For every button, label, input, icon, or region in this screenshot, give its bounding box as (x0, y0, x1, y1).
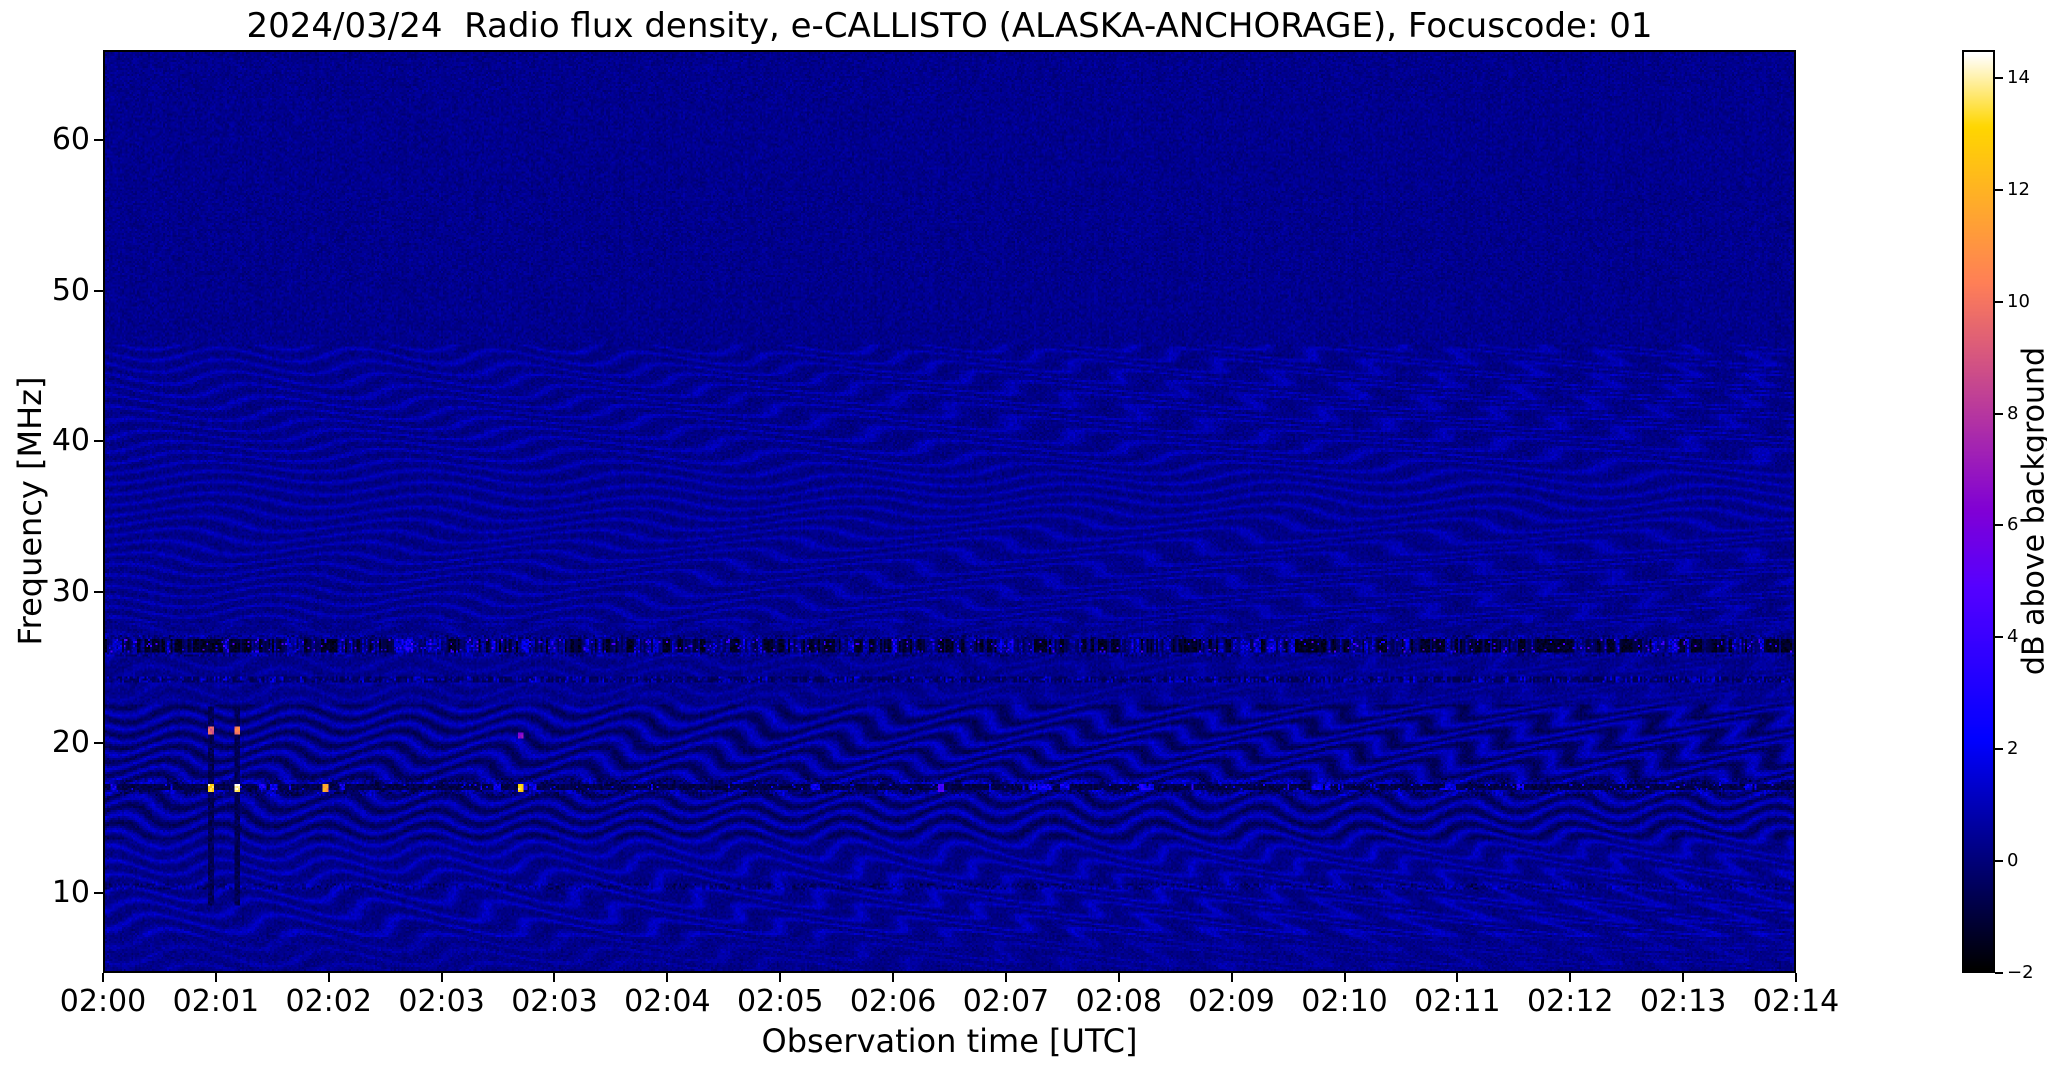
x-tick-label: 02:04 (624, 984, 711, 1019)
colorbar-tick-label: 0 (2007, 850, 2019, 872)
x-tick-label: 02:00 (59, 984, 147, 1019)
y-tick-mark (94, 591, 103, 594)
colorbar-label: dB above background (2016, 346, 2047, 676)
y-tick-mark (94, 139, 103, 142)
x-axis-label: Observation time [UTC] (761, 1022, 1138, 1060)
colorbar-tick-mark (1995, 300, 2003, 303)
x-tick-label: 02:09 (1188, 984, 1275, 1019)
x-tick-mark (1004, 973, 1007, 982)
colorbar-tick-mark (1995, 524, 2003, 527)
x-tick-label: 02:05 (736, 984, 824, 1019)
colorbar-tick-label: 8 (2007, 402, 2019, 424)
x-tick-mark (666, 973, 669, 982)
x-tick-label: 02:06 (849, 984, 937, 1019)
y-tick-label: 30 (51, 574, 90, 610)
colorbar-tick-label: 4 (2007, 626, 2019, 648)
x-tick-label: 02:07 (962, 984, 1050, 1019)
x-tick-label: 02:10 (1301, 984, 1388, 1019)
y-tick-label: 20 (51, 724, 90, 760)
colorbar-tick-mark (1995, 76, 2003, 79)
x-tick-label: 02:03 (511, 984, 598, 1019)
x-tick-mark (1343, 973, 1346, 982)
x-tick-mark (892, 973, 895, 982)
x-tick-mark (1117, 973, 1120, 982)
x-tick-mark (1569, 973, 1572, 982)
colorbar-tick-label: −2 (2007, 962, 2034, 983)
x-tick-label: 02:02 (285, 984, 372, 1019)
x-tick-label: 02:11 (1414, 984, 1501, 1019)
y-tick-label: 40 (51, 423, 90, 459)
x-tick-label: 02:03 (398, 984, 485, 1019)
y-tick-mark (94, 741, 103, 744)
x-tick-label: 02:14 (1752, 984, 1840, 1019)
x-tick-mark (1230, 973, 1233, 982)
x-tick-mark (440, 973, 443, 982)
x-tick-mark (1682, 973, 1685, 982)
y-tick-label: 60 (51, 122, 90, 158)
colorbar-tick-mark (1995, 860, 2003, 863)
x-tick-mark (327, 973, 330, 982)
y-tick-mark (94, 440, 103, 443)
colorbar-tick-mark (1995, 188, 2003, 191)
y-tick-mark (94, 289, 103, 292)
x-tick-mark (553, 973, 556, 982)
colorbar-gradient (1964, 52, 1993, 971)
colorbar-tick-label: 2 (2007, 738, 2019, 760)
colorbar-tick-label: 14 (2007, 66, 2030, 88)
colorbar-tick-mark (1995, 972, 2003, 974)
colorbar-tick-label: 10 (2007, 290, 2030, 312)
colorbar-tick-mark (1995, 636, 2003, 639)
x-tick-label: 02:01 (172, 984, 260, 1019)
y-tick-label: 10 (51, 875, 90, 911)
chart-title: 2024/03/24 Radio flux density, e-CALLIST… (246, 6, 1653, 46)
x-tick-label: 02:12 (1527, 984, 1614, 1019)
x-tick-mark (779, 973, 782, 982)
x-tick-mark (1456, 973, 1459, 982)
x-tick-mark (1795, 973, 1797, 982)
x-tick-label: 02:13 (1639, 984, 1727, 1019)
colorbar (1962, 50, 1995, 973)
x-tick-mark (102, 973, 104, 982)
spectrogram-plot (103, 50, 1796, 973)
y-tick-label: 50 (51, 272, 90, 308)
colorbar-tick-mark (1995, 748, 2003, 751)
x-tick-label: 02:08 (1075, 984, 1163, 1019)
y-tick-mark (94, 892, 103, 895)
spectrogram-canvas (105, 52, 1794, 971)
colorbar-tick-label: 12 (2007, 178, 2030, 200)
colorbar-tick-label: 6 (2007, 514, 2019, 536)
x-tick-mark (214, 973, 217, 982)
colorbar-tick-mark (1995, 412, 2003, 415)
